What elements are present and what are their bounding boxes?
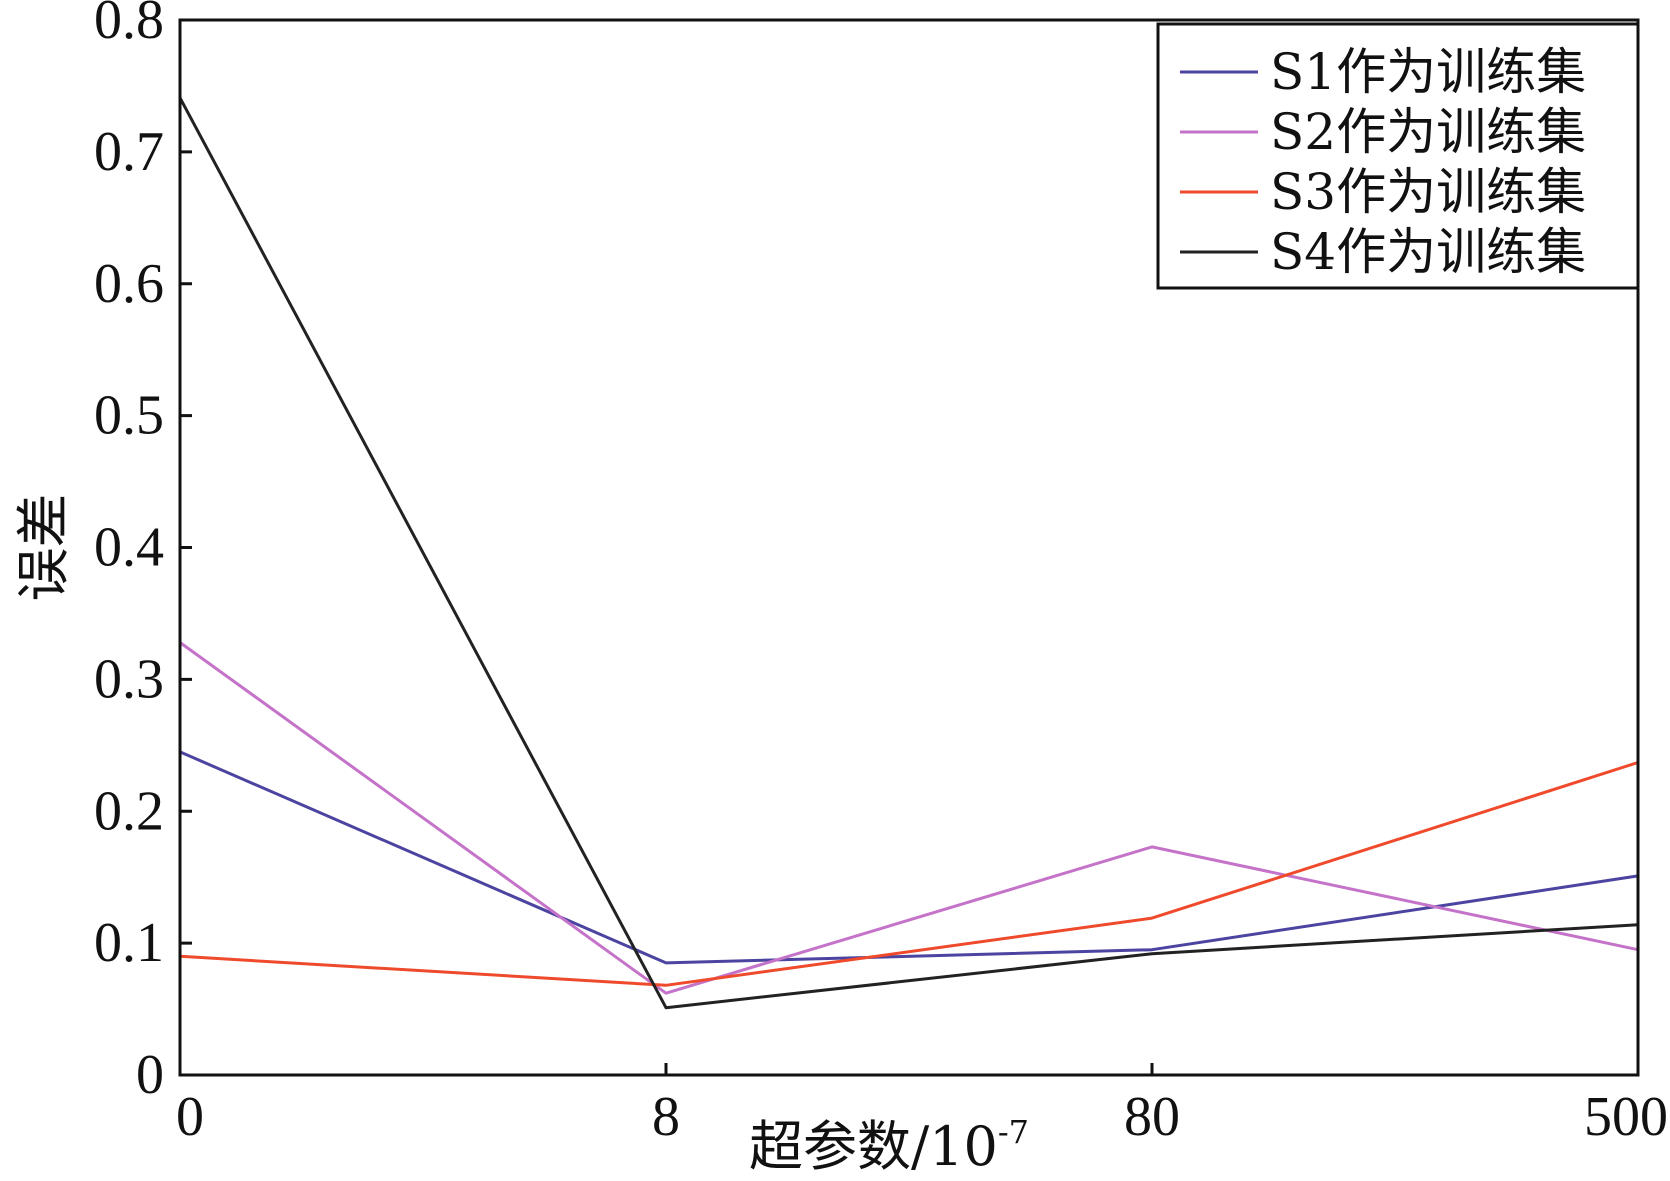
legend-label-4: S4作为训练集 [1270, 223, 1586, 281]
series-line-1 [179, 750, 1639, 965]
legend-label-3: S3作为训练集 [1270, 163, 1586, 221]
x-tick-label: 80 [1124, 1086, 1180, 1148]
x-axis-title-text: 超参数/10 [749, 1115, 998, 1178]
x-tick-label: 500 [1584, 1086, 1668, 1148]
series-line-4 [178, 97, 1639, 1010]
x-tick-label: 8 [652, 1086, 680, 1148]
legend-box [1156, 22, 1640, 290]
x-axis-title: 超参数/10-7 [749, 1113, 1029, 1178]
y-tick-label: 0.8 [94, 0, 164, 51]
y-axis-title: 误差 [12, 494, 75, 602]
x-axis-title-exponent: -7 [998, 1113, 1029, 1151]
y-tick-label: 0.5 [94, 385, 164, 447]
x-tick-label: 0 [176, 1086, 204, 1148]
series-line-2 [179, 641, 1639, 995]
legend-label-2: S2作为训练集 [1270, 103, 1586, 161]
y-tick-label: 0.1 [94, 912, 164, 974]
y-tick-label: 0.4 [94, 517, 164, 579]
y-tick-label: 0 [136, 1044, 164, 1106]
series-layer [178, 97, 1639, 1010]
y-tick-label: 0.6 [94, 253, 164, 315]
series-line-3 [179, 761, 1639, 987]
y-tick-label: 0.3 [94, 648, 164, 710]
legend-label-1: S1作为训练集 [1270, 43, 1586, 101]
y-tick-label: 0.2 [94, 780, 164, 842]
axis-ticks: 0 0.1 0.2 0.3 0.4 0.5 0.6 0.7 0.8 0 8 80 500 [94, 0, 1668, 1148]
y-tick-label: 0.7 [94, 121, 164, 183]
